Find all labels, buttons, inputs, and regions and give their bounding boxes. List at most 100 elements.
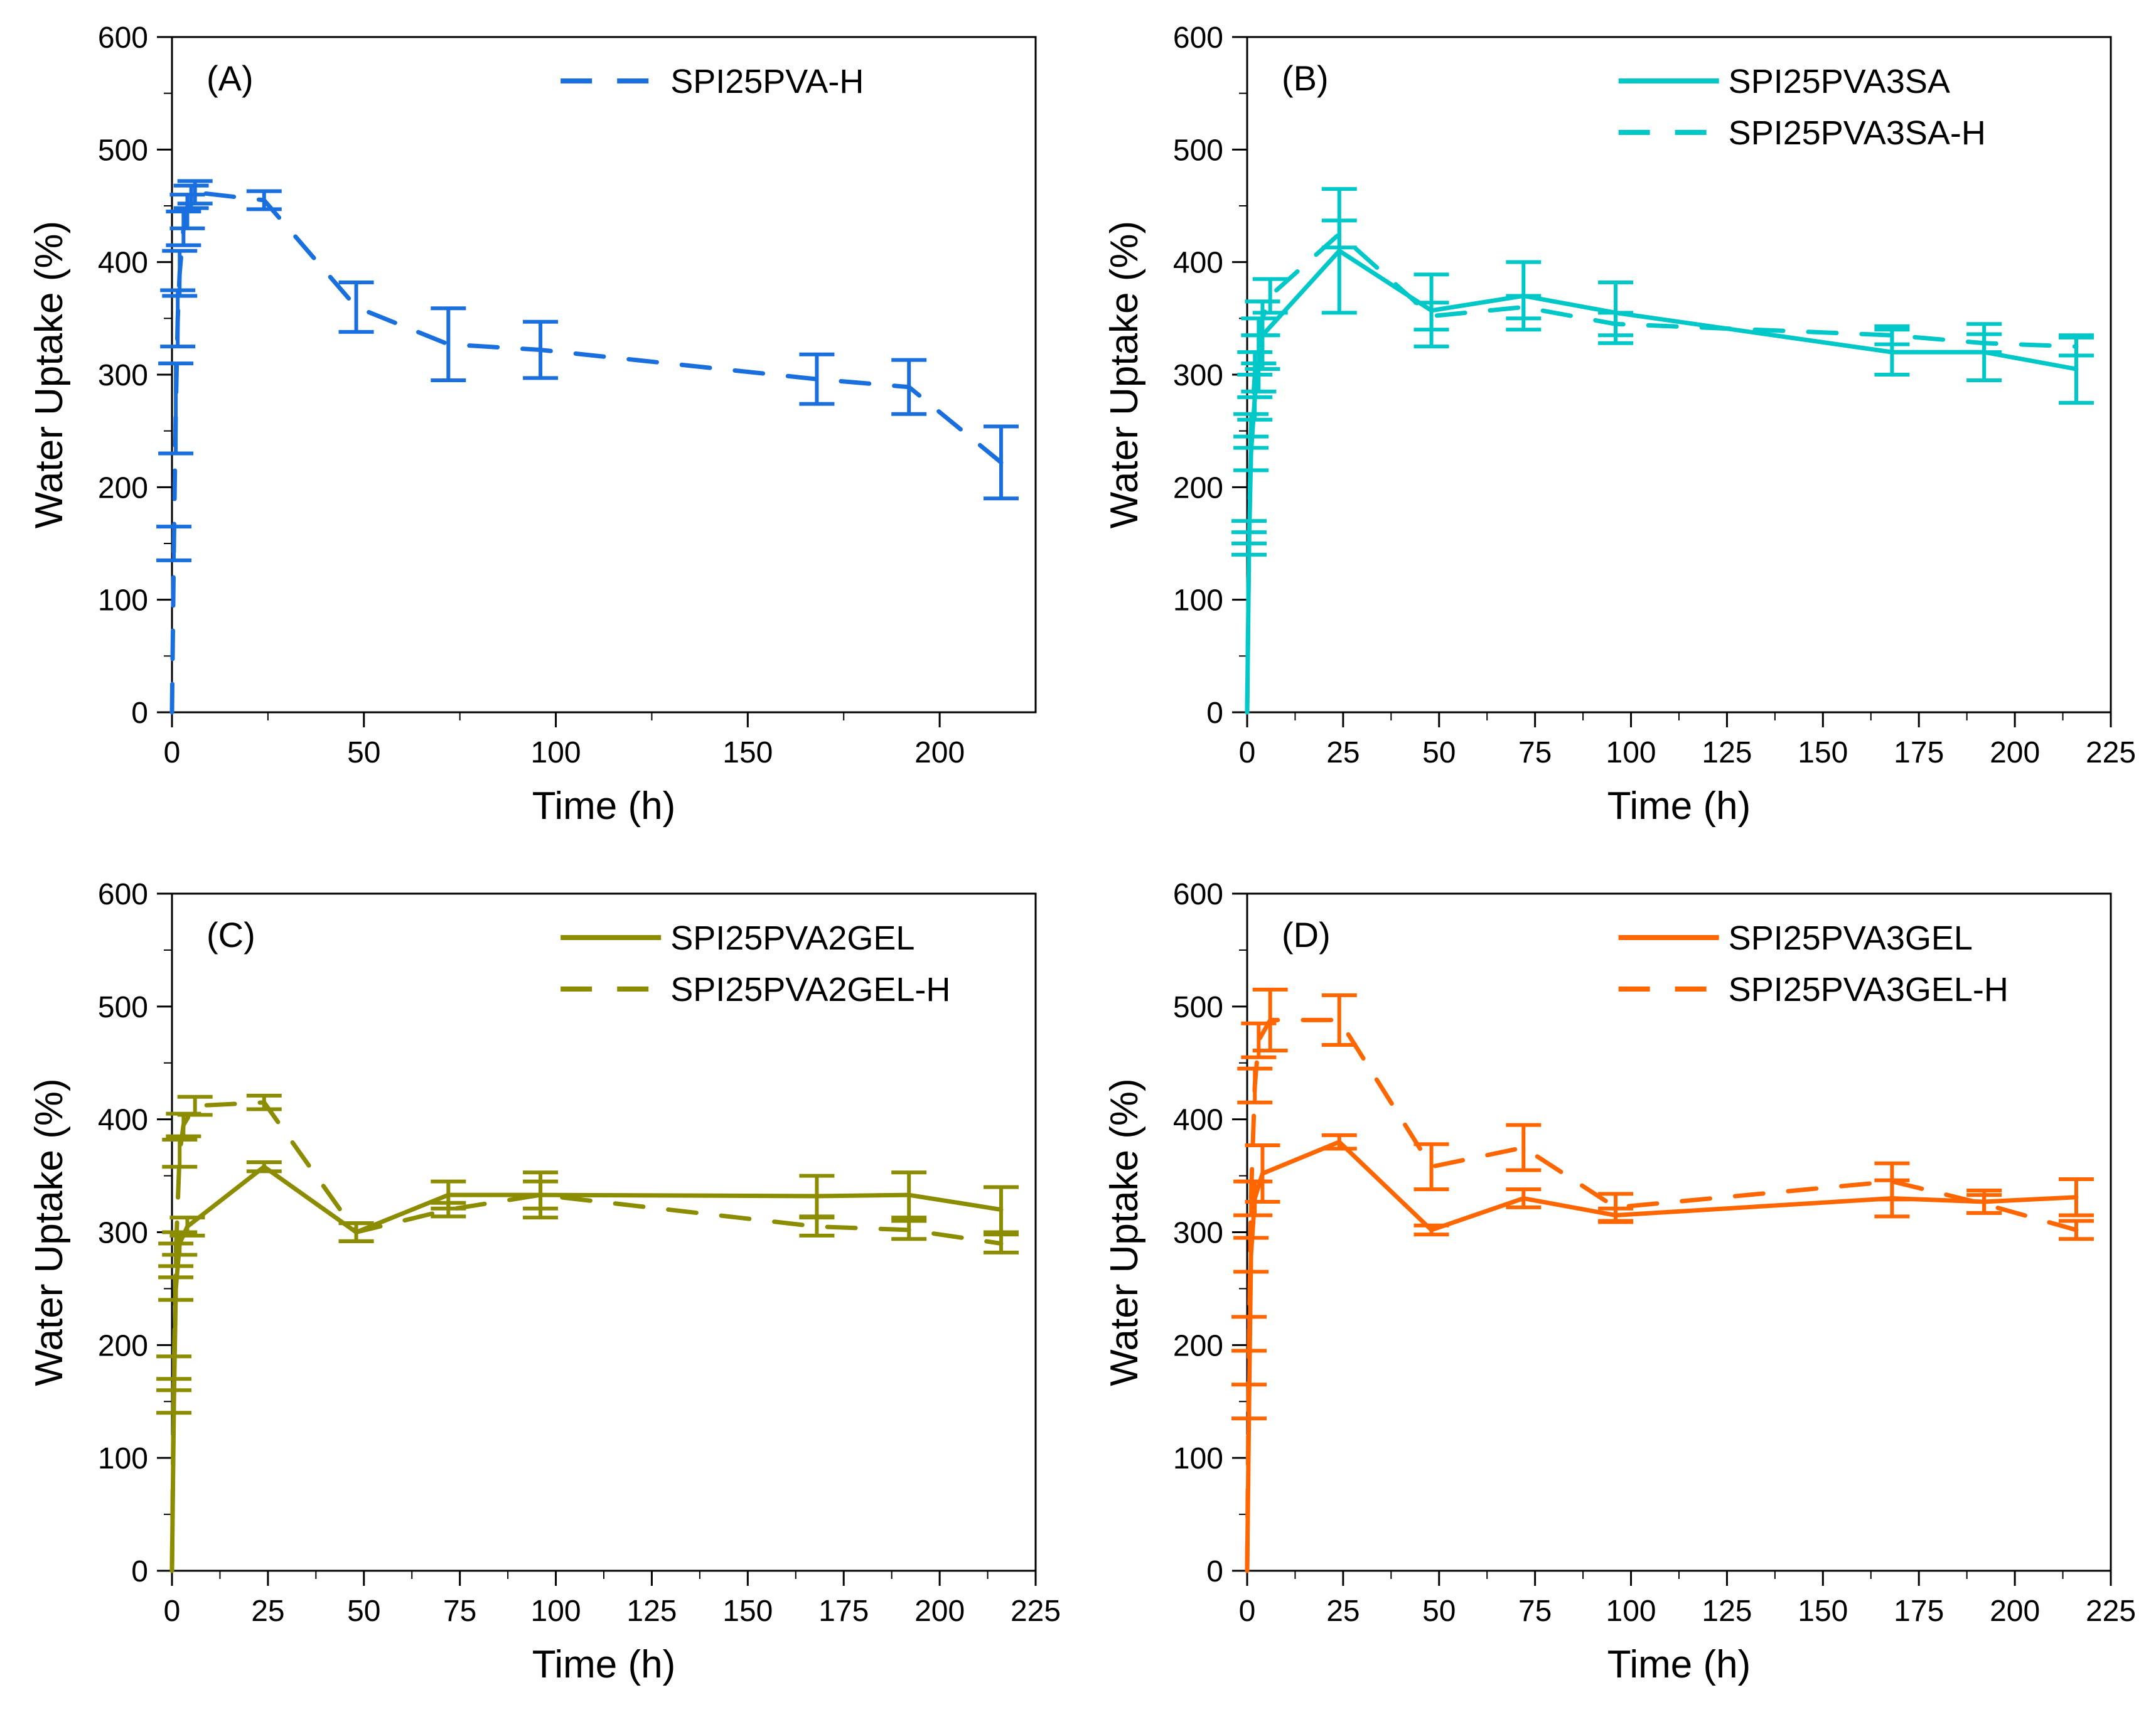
- legend-label: SPI25PVA3GEL: [1729, 919, 1973, 957]
- legend-entry: SPI25PVA2GEL-H: [560, 971, 950, 1008]
- y-tick-label: 300: [98, 359, 148, 392]
- series-line: [1245, 1140, 2079, 1573]
- series-spi25pva3sa-h: [1231, 218, 2094, 715]
- x-axis-title: Time (h): [532, 1643, 675, 1686]
- x-tick-label: 50: [347, 1595, 380, 1628]
- panel-label: (C): [206, 915, 255, 955]
- x-axis-title: Time (h): [532, 784, 675, 828]
- y-tick-label: 200: [98, 1329, 148, 1362]
- legend-label: SPI25PVA3GEL-H: [1729, 971, 2009, 1008]
- series-spi25pva3gel-h: [1231, 987, 2094, 1573]
- series-spi25pva-h: [156, 179, 1019, 715]
- y-tick-label: 500: [98, 991, 148, 1024]
- y-tick-label: 200: [1173, 1329, 1223, 1362]
- x-axis-title: Time (h): [1607, 784, 1751, 828]
- series-line: [169, 1164, 1004, 1573]
- legend-label: SPI25PVA3SA-H: [1729, 114, 1986, 152]
- y-tick-label: 600: [98, 878, 148, 911]
- x-tick-label: 200: [1990, 1595, 2040, 1628]
- y-tick-label: 300: [1173, 1217, 1223, 1250]
- y-tick-label: 500: [1173, 991, 1223, 1024]
- x-tick-label: 225: [2086, 1595, 2136, 1628]
- legend-entry: SPI25PVA2GEL: [560, 919, 914, 957]
- x-tick-label: 200: [914, 736, 965, 769]
- x-tick-label: 50: [1422, 1595, 1456, 1628]
- x-tick-label: 0: [164, 736, 181, 769]
- x-tick-label: 75: [443, 1595, 476, 1628]
- x-tick-label: 50: [347, 736, 380, 769]
- series-line: [1245, 249, 2079, 715]
- x-tick-label: 200: [914, 1595, 965, 1628]
- series-spi25pva3sa: [1231, 187, 2094, 715]
- y-tick-label: 100: [1173, 1442, 1223, 1475]
- x-tick-label: 100: [1606, 1595, 1656, 1628]
- x-tick-label: 200: [1990, 736, 2040, 769]
- x-tick-label: 150: [722, 736, 773, 769]
- chart-panel-a: 0 100 200 300 400 500 600 0 50 100 150 200 Time (h) W…: [28, 21, 1037, 828]
- legend-entry: SPI25PVA-H: [560, 63, 864, 100]
- x-tick-label: 175: [818, 1595, 869, 1628]
- y-tick-label: 400: [98, 247, 148, 280]
- plot-frame: [171, 36, 1037, 714]
- x-tick-label: 50: [1422, 736, 1456, 769]
- y-tick-label: 0: [1206, 697, 1223, 730]
- y-tick-label: 0: [1206, 1555, 1223, 1588]
- y-tick-label: 400: [1173, 247, 1223, 280]
- x-tick-label: 150: [722, 1595, 773, 1628]
- y-tick-label: 200: [1173, 471, 1223, 505]
- y-tick-label: 0: [131, 697, 148, 730]
- y-tick-label: 400: [98, 1104, 148, 1137]
- series-line: [169, 190, 1004, 715]
- series-line: [1245, 232, 2079, 715]
- y-tick-label: 500: [1173, 134, 1223, 167]
- y-tick-label: 0: [131, 1555, 148, 1588]
- y-tick-label: 100: [98, 1442, 148, 1475]
- panel-label: (A): [206, 58, 254, 98]
- x-axis-title: Time (h): [1607, 1643, 1751, 1686]
- series-spi25pva2gel-h: [156, 1093, 1019, 1573]
- x-tick-label: 125: [626, 1595, 677, 1628]
- chart-panel-d: 0 100 200 300 400 500 600 0 25 50 75 100 125 150 175 20…: [1103, 878, 2136, 1686]
- y-tick-label: 100: [98, 584, 148, 618]
- y-tick-label: 400: [1173, 1104, 1223, 1137]
- y-tick-label: 300: [98, 1217, 148, 1250]
- x-tick-label: 150: [1798, 1595, 1848, 1628]
- y-tick-label: 600: [1173, 878, 1223, 911]
- x-tick-label: 25: [251, 1595, 284, 1628]
- panel-label: (D): [1282, 915, 1331, 955]
- y-axis-title: Water Uptake (%): [1103, 221, 1146, 528]
- y-axis-title: Water Uptake (%): [28, 221, 71, 528]
- x-tick-label: 75: [1518, 736, 1552, 769]
- x-tick-label: 225: [1011, 1595, 1061, 1628]
- legend-entry: SPI25PVA3SA: [1618, 63, 1950, 100]
- x-tick-label: 175: [1894, 736, 1944, 769]
- x-tick-label: 225: [2086, 736, 2136, 769]
- x-tick-label: 75: [1518, 1595, 1552, 1628]
- x-tick-label: 0: [1239, 736, 1256, 769]
- panel-label: (B): [1282, 58, 1329, 98]
- x-tick-label: 150: [1798, 736, 1848, 769]
- x-tick-label: 175: [1894, 1595, 1944, 1628]
- y-axis-title: Water Uptake (%): [28, 1078, 71, 1386]
- x-tick-label: 100: [1606, 736, 1656, 769]
- legend-label: SPI25PVA2GEL: [670, 919, 914, 957]
- legend-entry: SPI25PVA3GEL-H: [1618, 971, 2009, 1008]
- x-tick-label: 100: [531, 1595, 581, 1628]
- x-tick-label: 100: [531, 736, 581, 769]
- y-tick-label: 600: [98, 21, 148, 55]
- legend-label: SPI25PVA2GEL-H: [670, 971, 950, 1008]
- chart-panel-b: 0 100 200 300 400 500 600 0 25 50 75 100 125 150 175 20…: [1103, 21, 2136, 828]
- x-tick-label: 25: [1326, 1595, 1360, 1628]
- legend-label: SPI25PVA3SA: [1729, 63, 1950, 100]
- x-tick-label: 0: [164, 1595, 181, 1628]
- y-axis-title: Water Uptake (%): [1103, 1078, 1146, 1386]
- legend-entry: SPI25PVA3GEL: [1618, 919, 1973, 957]
- x-tick-label: 0: [1239, 1595, 1256, 1628]
- y-tick-label: 100: [1173, 584, 1223, 618]
- x-tick-label: 125: [1702, 1595, 1752, 1628]
- series-line: [1245, 1017, 2079, 1573]
- x-tick-label: 125: [1702, 736, 1752, 769]
- legend-entry: SPI25PVA3SA-H: [1618, 114, 1986, 152]
- y-tick-label: 200: [98, 471, 148, 505]
